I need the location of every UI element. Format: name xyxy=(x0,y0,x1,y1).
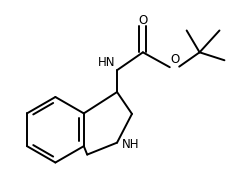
Text: HN: HN xyxy=(98,56,116,69)
Text: O: O xyxy=(138,14,147,27)
Text: O: O xyxy=(170,53,180,66)
Text: NH: NH xyxy=(122,138,140,151)
